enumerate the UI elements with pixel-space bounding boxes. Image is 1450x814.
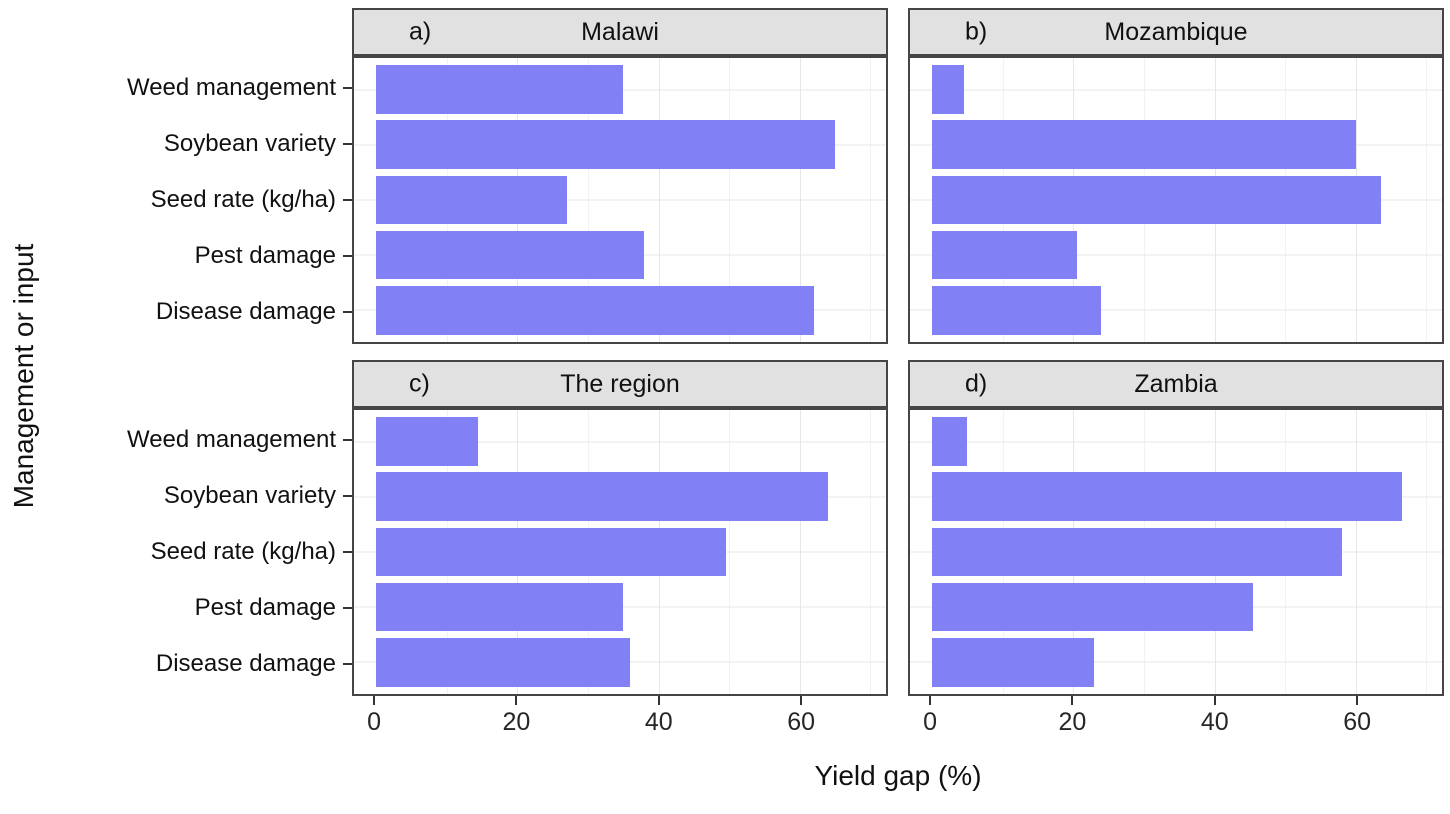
facet-strip: d) Zambia — [908, 360, 1444, 408]
x-tick-mark — [515, 696, 518, 705]
x-tick-label: 0 — [923, 708, 938, 736]
facet-strip: b) Mozambique — [908, 8, 1444, 56]
bar-pest-damage — [931, 582, 1254, 632]
category-label: Seed rate (kg/ha) — [150, 186, 336, 213]
bar-seed-rate-kg-ha- — [931, 527, 1342, 577]
x-tick-label: 0 — [367, 708, 382, 736]
bar-soybean-variety — [931, 120, 1356, 170]
x-tick-label: 60 — [1343, 708, 1372, 736]
facet-zambia: d) Zambia — [908, 360, 1444, 696]
bar-pest-damage — [375, 230, 645, 280]
y-tick-mark — [343, 439, 352, 442]
gridline-horizontal — [910, 661, 1442, 663]
x-tick-mark — [373, 696, 376, 705]
y-tick-mark — [343, 606, 352, 609]
gridline-horizontal — [910, 309, 1442, 311]
bar-disease-damage — [931, 638, 1095, 687]
y-axis-title: Management or input — [8, 243, 39, 509]
facet-strip: a) Malawi — [352, 8, 888, 56]
y-axis-ticks-row2 — [343, 408, 352, 696]
facet-tag: d) — [965, 369, 988, 398]
category-label: Disease damage — [155, 297, 336, 325]
y-tick-mark — [343, 551, 352, 553]
gridline-horizontal — [910, 441, 1442, 443]
x-axis-right-column: 0 20 40 60 — [908, 696, 1444, 748]
plot-area-malawi — [352, 56, 888, 344]
facet-malawi: a) Malawi — [352, 8, 888, 344]
facet-title: Mozambique — [1104, 17, 1248, 46]
facet-tag: a) — [409, 17, 432, 46]
category-label: Soybean variety — [163, 130, 336, 157]
gridline-horizontal — [910, 89, 1442, 91]
facet-title: Malawi — [581, 17, 659, 46]
bar-soybean-variety — [931, 472, 1402, 522]
bar-soybean-variety — [375, 120, 836, 170]
bar-weed-management — [931, 417, 968, 466]
x-tick-label: 40 — [644, 708, 673, 736]
bar-weed-management — [375, 417, 479, 466]
x-tick-label: 60 — [787, 708, 816, 736]
x-tick-label: 20 — [1058, 708, 1087, 736]
gridline-horizontal — [910, 254, 1442, 256]
bar-disease-damage — [375, 286, 814, 335]
bar-seed-rate-kg-ha- — [375, 175, 567, 225]
bar-weed-management — [375, 65, 624, 114]
facet-title: The region — [560, 369, 680, 398]
bar-weed-management — [931, 65, 964, 114]
x-tick-label: 40 — [1200, 708, 1229, 736]
bar-seed-rate-kg-ha- — [931, 175, 1381, 225]
bar-soybean-variety — [375, 472, 829, 522]
facet-the-region: c) The region — [352, 360, 888, 696]
plot-area-mozambique — [908, 56, 1444, 344]
bar-disease-damage — [931, 286, 1102, 335]
bar-seed-rate-kg-ha- — [375, 527, 726, 577]
gridline-horizontal — [354, 441, 886, 443]
plot-area-zambia — [908, 408, 1444, 696]
facet-tag: b) — [965, 17, 988, 46]
bar-pest-damage — [375, 582, 624, 632]
facet-strip: c) The region — [352, 360, 888, 408]
gridline-horizontal — [354, 199, 886, 201]
facet-mozambique: b) Mozambique — [908, 8, 1444, 344]
category-label: Soybean variety — [163, 482, 336, 509]
bar-pest-damage — [931, 230, 1077, 280]
category-labels-row2: Weed management Soybean variety Seed rat… — [40, 408, 340, 696]
category-label: Seed rate (kg/ha) — [150, 538, 336, 565]
facet-title: Zambia — [1134, 369, 1218, 398]
x-tick-mark — [800, 696, 803, 705]
y-axis-ticks-row1 — [343, 56, 352, 344]
y-tick-mark — [343, 495, 352, 497]
x-tick-mark — [657, 696, 660, 705]
bar-disease-damage — [375, 638, 631, 687]
y-tick-mark — [343, 310, 352, 313]
x-tick-mark — [1356, 696, 1359, 705]
category-label: Weed management — [126, 426, 336, 454]
x-axis-left-column: 0 20 40 60 — [352, 696, 888, 748]
y-tick-mark — [343, 87, 352, 90]
category-label: Weed management — [126, 74, 336, 102]
x-tick-mark — [1071, 696, 1074, 705]
facet-tag: c) — [409, 369, 430, 398]
category-label: Disease damage — [155, 649, 336, 677]
category-label: Pest damage — [194, 593, 336, 621]
y-tick-mark — [343, 662, 352, 665]
y-tick-mark — [343, 199, 352, 201]
x-axis-title: Yield gap (%) — [814, 760, 982, 791]
category-label: Pest damage — [194, 241, 336, 269]
x-tick-mark — [929, 696, 932, 705]
x-tick-mark — [1213, 696, 1216, 705]
plot-area-the-region — [352, 408, 888, 696]
y-tick-mark — [343, 254, 352, 257]
x-tick-label: 20 — [502, 708, 531, 736]
category-labels-row1: Weed management Soybean variety Seed rat… — [40, 56, 340, 344]
y-tick-mark — [343, 143, 352, 145]
